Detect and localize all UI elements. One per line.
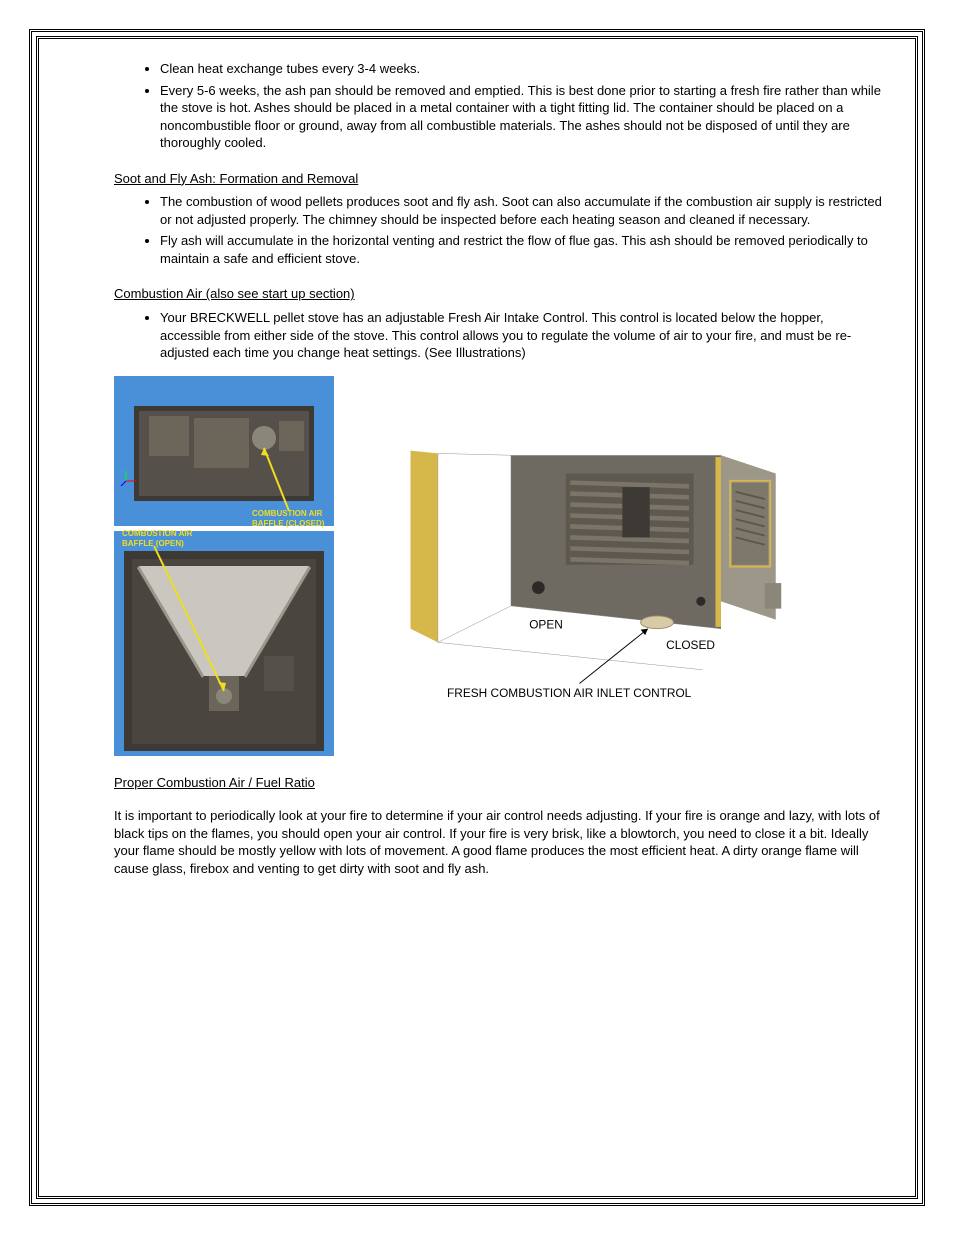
list-item: Every 5-6 weeks, the ash pan should be r… (160, 82, 884, 152)
figure-row: COMBUSTION AIR BAFFLE (CLOSED) (114, 376, 884, 756)
svg-text:BAFFLE (OPEN): BAFFLE (OPEN) (122, 539, 184, 548)
list-item: Your BRECKWELL pellet stove has an adjus… (160, 309, 884, 362)
list-item: Clean heat exchange tubes every 3-4 week… (160, 60, 884, 78)
section-list: The combustion of wood pellets produces … (160, 193, 884, 267)
figure-combustion-baffle: COMBUSTION AIR BAFFLE (CLOSED) (114, 376, 334, 756)
svg-text:CLOSED: CLOSED (666, 637, 715, 651)
paragraph: It is important to periodically look at … (114, 807, 884, 877)
svg-text:OPEN: OPEN (529, 617, 563, 631)
top-bullet-list: Clean heat exchange tubes every 3-4 week… (160, 60, 884, 152)
section-heading: Soot and Fly Ash: Formation and Removal (114, 170, 884, 188)
document-content: Clean heat exchange tubes every 3-4 week… (100, 60, 884, 1175)
svg-text:COMBUSTION AIR: COMBUSTION AIR (252, 509, 323, 518)
list-item: The combustion of wood pellets produces … (160, 193, 884, 228)
figure-fresh-air-inlet: OPEN CLOSED FRESH COMBUSTION AIR INLET C… (374, 446, 794, 711)
section-heading: Proper Combustion Air / Fuel Ratio (114, 774, 884, 792)
svg-text:COMBUSTION AIR: COMBUSTION AIR (122, 529, 193, 538)
section-heading: Combustion Air (also see start up sectio… (114, 285, 884, 303)
list-item: Fly ash will accumulate in the horizonta… (160, 232, 884, 267)
svg-text:FRESH COMBUSTION AIR INLET CON: FRESH COMBUSTION AIR INLET CONTROL (447, 686, 692, 700)
section-list: Your BRECKWELL pellet stove has an adjus… (160, 309, 884, 362)
svg-text:BAFFLE (CLOSED): BAFFLE (CLOSED) (252, 519, 325, 528)
